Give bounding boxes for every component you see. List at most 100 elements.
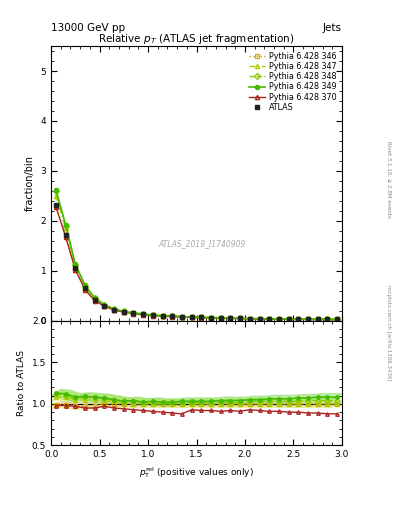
Pythia 6.428 347 (83, 284, 87, 290)
Pythia 6.428 346 (170, 313, 174, 319)
Pythia 6.428 370 (189, 314, 194, 321)
Pythia 6.428 349 (63, 222, 68, 228)
Pythia 6.428 347 (180, 313, 184, 319)
Pythia 6.428 348 (151, 312, 155, 318)
Pythia 6.428 349 (238, 315, 242, 322)
Pythia 6.428 370 (238, 315, 242, 322)
Pythia 6.428 349 (219, 315, 223, 321)
Pythia 6.428 346 (199, 314, 204, 321)
Pythia 6.428 370 (73, 267, 78, 273)
Pythia 6.428 370 (121, 309, 126, 315)
Legend: Pythia 6.428 346, Pythia 6.428 347, Pythia 6.428 348, Pythia 6.428 349, Pythia 6: Pythia 6.428 346, Pythia 6.428 347, Pyth… (248, 50, 338, 113)
Pythia 6.428 347 (160, 312, 165, 318)
Text: mcplots.cern.ch [arXiv:1306.3436]: mcplots.cern.ch [arXiv:1306.3436] (386, 285, 391, 380)
Pythia 6.428 370 (306, 316, 310, 323)
Pythia 6.428 346 (53, 203, 58, 209)
Text: 13000 GeV pp: 13000 GeV pp (51, 23, 125, 33)
Pythia 6.428 349 (83, 282, 87, 288)
Pythia 6.428 349 (335, 316, 340, 323)
Pythia 6.428 370 (267, 316, 272, 322)
Pythia 6.428 346 (267, 316, 272, 322)
Pythia 6.428 370 (199, 314, 204, 321)
Pythia 6.428 349 (189, 314, 194, 320)
Text: ATLAS_2019_I1740909: ATLAS_2019_I1740909 (159, 239, 246, 248)
Pythia 6.428 349 (248, 315, 252, 322)
Pythia 6.428 348 (102, 302, 107, 308)
Pythia 6.428 348 (73, 262, 78, 268)
Pythia 6.428 346 (112, 307, 116, 313)
Pythia 6.428 349 (199, 314, 204, 321)
Pythia 6.428 347 (141, 311, 145, 317)
Pythia 6.428 347 (286, 316, 291, 322)
Pythia 6.428 347 (102, 302, 107, 308)
Y-axis label: fraction/bin: fraction/bin (25, 155, 35, 211)
Pythia 6.428 370 (141, 312, 145, 318)
Pythia 6.428 347 (63, 225, 68, 231)
Pythia 6.428 347 (112, 306, 116, 312)
Pythia 6.428 370 (160, 313, 165, 319)
Pythia 6.428 349 (209, 314, 213, 321)
Pythia 6.428 370 (83, 287, 87, 293)
Pythia 6.428 346 (180, 313, 184, 319)
Pythia 6.428 370 (112, 307, 116, 313)
Pythia 6.428 348 (335, 316, 340, 323)
Pythia 6.428 370 (209, 315, 213, 321)
Pythia 6.428 370 (277, 316, 281, 322)
Pythia 6.428 347 (219, 315, 223, 321)
Pythia 6.428 349 (131, 310, 136, 316)
Pythia 6.428 347 (238, 315, 242, 322)
Pythia 6.428 347 (277, 316, 281, 322)
Pythia 6.428 346 (131, 310, 136, 316)
Pythia 6.428 346 (141, 311, 145, 317)
Pythia 6.428 347 (131, 310, 136, 316)
Polygon shape (51, 390, 342, 407)
Pythia 6.428 349 (53, 187, 58, 193)
Pythia 6.428 370 (228, 315, 233, 322)
Pythia 6.428 349 (180, 313, 184, 319)
Pythia 6.428 348 (209, 314, 213, 321)
Pythia 6.428 347 (267, 316, 272, 322)
Pythia 6.428 348 (141, 311, 145, 317)
Pythia 6.428 370 (102, 303, 107, 309)
Pythia 6.428 347 (73, 263, 78, 269)
Pythia 6.428 346 (189, 314, 194, 320)
Pythia 6.428 346 (277, 316, 281, 322)
Pythia 6.428 346 (238, 315, 242, 322)
Pythia 6.428 347 (199, 314, 204, 321)
Title: Relative $p_T$ (ATLAS jet fragmentation): Relative $p_T$ (ATLAS jet fragmentation) (98, 32, 295, 46)
Pythia 6.428 348 (170, 313, 174, 319)
Pythia 6.428 346 (151, 312, 155, 318)
Pythia 6.428 370 (180, 314, 184, 320)
Pythia 6.428 347 (209, 314, 213, 321)
Pythia 6.428 348 (160, 312, 165, 318)
Text: Rivet 3.1.10; ≥ 2.8M events: Rivet 3.1.10; ≥ 2.8M events (386, 141, 391, 218)
Pythia 6.428 347 (151, 312, 155, 318)
Pythia 6.428 346 (219, 315, 223, 321)
Pythia 6.428 370 (325, 316, 330, 323)
Pythia 6.428 370 (53, 204, 58, 210)
Pythia 6.428 348 (306, 316, 310, 323)
Pythia 6.428 346 (121, 309, 126, 315)
Pythia 6.428 348 (112, 306, 116, 312)
Pythia 6.428 370 (131, 311, 136, 317)
Pythia 6.428 347 (257, 316, 262, 322)
Pythia 6.428 349 (306, 316, 310, 322)
Pythia 6.428 346 (228, 315, 233, 321)
Pythia 6.428 347 (315, 316, 320, 323)
Pythia 6.428 346 (325, 316, 330, 323)
Pythia 6.428 370 (63, 233, 68, 240)
Pythia 6.428 348 (180, 313, 184, 319)
Pythia 6.428 348 (63, 223, 68, 229)
Pythia 6.428 348 (199, 314, 204, 321)
Pythia 6.428 348 (248, 315, 252, 322)
Pythia 6.428 370 (92, 297, 97, 304)
Pythia 6.428 348 (267, 316, 272, 322)
Pythia 6.428 349 (160, 312, 165, 318)
Pythia 6.428 346 (315, 316, 320, 323)
Pythia 6.428 370 (296, 316, 301, 323)
Pythia 6.428 348 (325, 316, 330, 323)
Pythia 6.428 370 (315, 316, 320, 323)
Pythia 6.428 370 (286, 316, 291, 323)
Pythia 6.428 348 (121, 308, 126, 314)
Line: Pythia 6.428 348: Pythia 6.428 348 (54, 189, 339, 322)
